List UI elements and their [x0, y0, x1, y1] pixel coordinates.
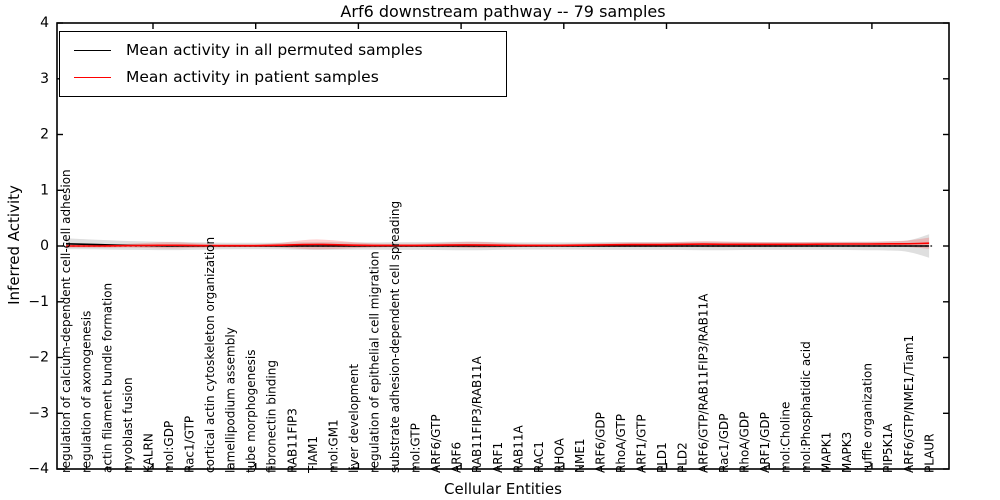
x-tick-label: PLAUR [922, 433, 936, 473]
y-tick-label: −3 [28, 405, 49, 421]
x-axis-title: Cellular Entities [444, 480, 562, 498]
y-tick-label: 4 [40, 15, 49, 31]
x-tick-label: lamellipodium assembly [224, 327, 238, 473]
x-tick-label: PIP5K1A [881, 423, 895, 473]
legend-item-permuted: Mean activity in all permuted samples [74, 41, 492, 59]
legend-item-label: Mean activity in patient samples [126, 68, 379, 86]
x-tick-label: RhoA/GDP [737, 412, 751, 473]
x-tick-label: ARF6/GTP [429, 414, 443, 473]
y-tick-label: −2 [28, 350, 49, 366]
legend: Mean activity in all permuted samples Me… [59, 31, 507, 97]
x-tick-label: TIAM1 [306, 436, 320, 474]
x-tick-label: PLD1 [655, 442, 669, 473]
x-tick-label: RAB11FIP3/RAB11A [470, 356, 484, 473]
x-tick-label: NME1 [573, 438, 587, 473]
x-tick-label: cortical actin cytoskeleton organization [203, 237, 217, 473]
x-tick-label: ARF1 [491, 442, 505, 473]
x-tick-label: tube morphogenesis [244, 350, 258, 473]
x-tick-label: Rac1/GTP [183, 416, 197, 473]
x-tick-label: Rac1/GDP [717, 414, 731, 473]
x-tick-label: ruffle organization [861, 363, 875, 473]
x-tick-label: mol:Phosphatidic acid [799, 341, 813, 473]
x-tick-label: ARF1/GTP [635, 414, 649, 473]
permuted-line-sample [74, 49, 111, 51]
y-tick-label: 3 [40, 71, 49, 87]
x-tick-label: regulation of epithelial cell migration [368, 251, 382, 473]
x-tick-label: ARF6/GTP/RAB11FIP3/RAB11A [696, 293, 710, 473]
y-tick-label: 1 [40, 182, 49, 198]
x-tick-label: actin filament bundle formation [100, 283, 114, 473]
x-tick-label: RhoA/GTP [614, 414, 628, 473]
y-tick-label: 0 [40, 238, 49, 254]
x-tick-label: liver development [347, 364, 361, 473]
x-tick-label: regulation of calcium-dependent cell-cel… [59, 169, 73, 473]
x-tick-label: MAPK3 [840, 432, 854, 473]
x-tick-label: mol:Choline [779, 402, 793, 473]
x-tick-label: RAB11A [511, 424, 525, 473]
x-tick-label: myoblast fusion [121, 377, 135, 473]
x-tick-label: KALRN [141, 433, 155, 473]
y-tick-label: −1 [28, 294, 49, 310]
x-tick-label: mol:GM1 [326, 419, 340, 473]
x-tick-label: ARF6 [450, 442, 464, 473]
legend-item-patient: Mean activity in patient samples [74, 68, 492, 86]
y-tick-label: −4 [28, 461, 49, 477]
x-tick-label: MAPK1 [820, 432, 834, 473]
x-tick-label: fibronectin binding [265, 360, 279, 473]
x-tick-label: ARF1/GDP [758, 412, 772, 473]
chart-title: Arf6 downstream pathway -- 79 samples [340, 2, 666, 21]
x-tick-label: ARF6/GTP/NME1/Tiam1 [902, 335, 916, 473]
x-tick-label: PLD2 [676, 442, 690, 473]
legend-item-label: Mean activity in all permuted samples [126, 41, 423, 59]
x-tick-label: RAB11FIP3 [285, 408, 299, 473]
x-tick-label: RAC1 [532, 441, 546, 473]
x-tick-label: RHOA [552, 437, 566, 473]
x-tick-label: substrate adhesion-dependent cell spread… [388, 201, 402, 473]
patient-line-sample [74, 76, 111, 78]
x-tick-label: regulation of axonogenesis [80, 311, 94, 473]
x-tick-label: mol:GDP [162, 421, 176, 473]
x-tick-label: ARF6/GDP [594, 412, 608, 473]
x-tick-label: mol:GTP [409, 423, 423, 473]
patient-mean-line [65, 242, 930, 247]
y-tick-label: 2 [40, 127, 49, 143]
